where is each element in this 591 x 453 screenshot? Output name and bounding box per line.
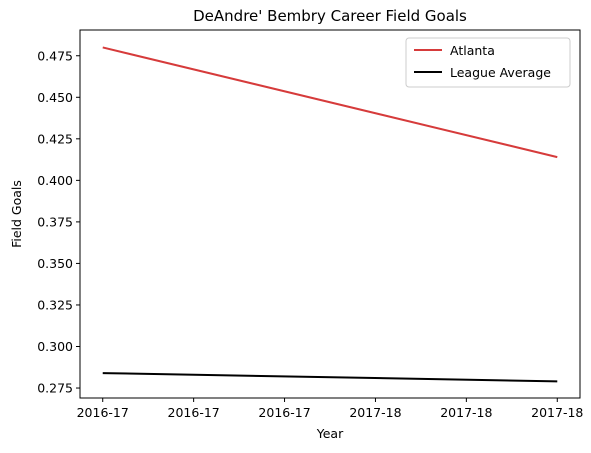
y-axis: 0.275 0.300 0.325 0.350 0.375 0.400 0.425 0.450… <box>37 48 80 395</box>
legend: Atlanta League Average <box>406 38 570 87</box>
x-tick-label: 2017-18 <box>349 405 401 420</box>
y-axis-title: Field Goals <box>9 180 24 248</box>
y-tick-label: 0.275 <box>37 381 73 396</box>
series-line-1 <box>103 373 558 381</box>
x-axis-title: Year <box>316 426 344 441</box>
y-tick-label: 0.400 <box>37 173 73 188</box>
y-tick-label: 0.375 <box>37 214 73 229</box>
series-lines <box>103 47 558 381</box>
legend-entry-label: League Average <box>450 65 551 80</box>
y-tick-label: 0.300 <box>37 339 73 354</box>
x-tick-label: 2017-18 <box>440 405 492 420</box>
y-tick-label: 0.450 <box>37 90 73 105</box>
x-tick-label: 2017-18 <box>531 405 583 420</box>
x-tick-label: 2016-17 <box>77 405 129 420</box>
chart-title: DeAndre' Bembry Career Field Goals <box>193 7 467 25</box>
y-tick-label: 0.475 <box>37 48 73 63</box>
y-tick-label: 0.425 <box>37 131 73 146</box>
x-axis: 2016-17 2016-17 2016-17 2017-18 2017-18 2017-… <box>77 398 584 420</box>
y-tick-label: 0.325 <box>37 297 73 312</box>
y-tick-label: 0.350 <box>37 256 73 271</box>
x-tick-label: 2016-17 <box>168 405 220 420</box>
x-tick-label: 2016-17 <box>258 405 310 420</box>
legend-entry-label: Atlanta <box>450 43 495 58</box>
